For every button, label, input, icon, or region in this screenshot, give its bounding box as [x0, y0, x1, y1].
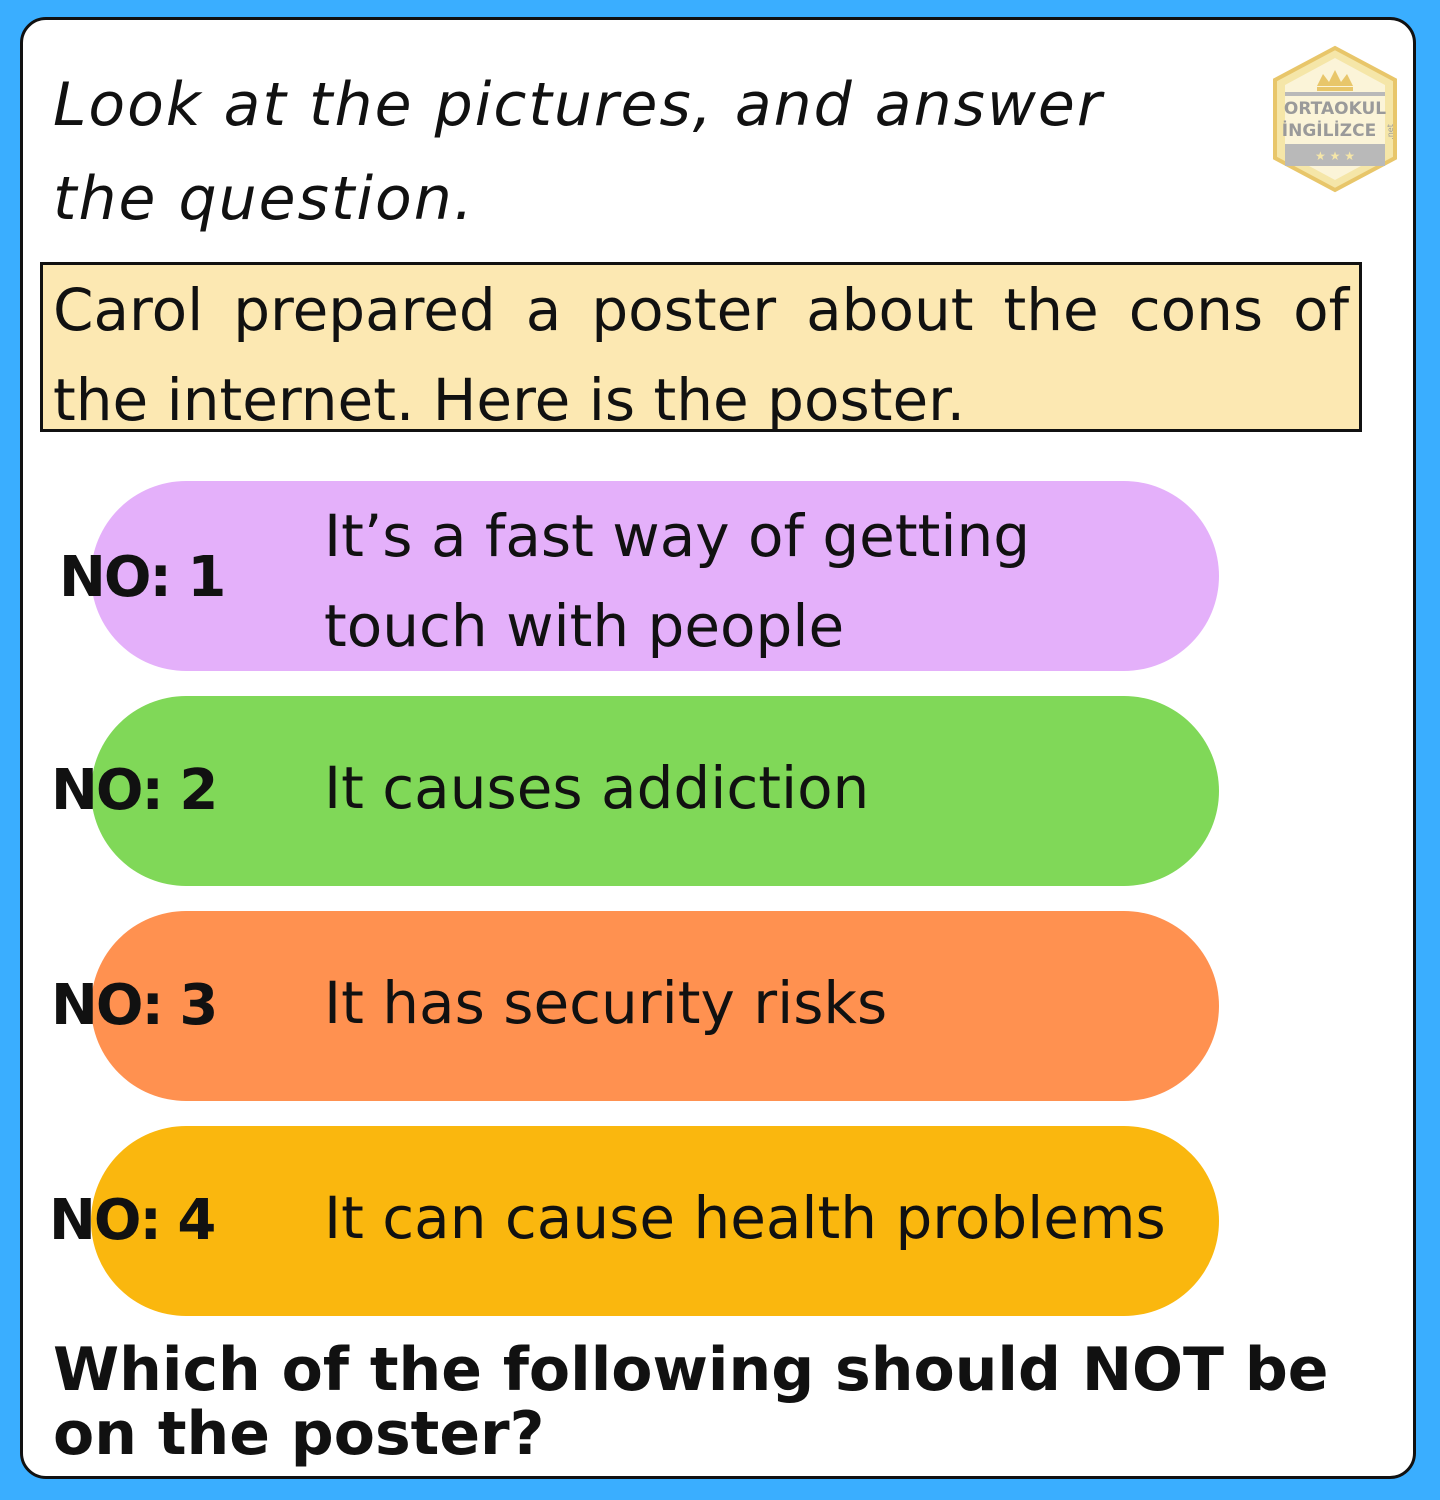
- option-3[interactable]: NO: 3 It has security risks: [51, 911, 1219, 1101]
- option-3-label: NO: 3: [51, 973, 218, 1038]
- option-1-text: It’s a fast way of getting touch with pe…: [324, 491, 1030, 671]
- option-2-text: It causes addiction: [324, 754, 870, 822]
- worksheet-card: Look at the pictures, and answer the que…: [20, 17, 1416, 1479]
- option-4-label: NO: 4: [49, 1188, 216, 1253]
- option-1[interactable]: NO: 1 It’s a fast way of getting touch w…: [59, 481, 1219, 671]
- logo-line2: İNGİLİZCE: [1282, 119, 1376, 141]
- option-2-label: NO: 2: [51, 758, 218, 823]
- question-text: Which of the following should NOT be on …: [53, 1335, 1329, 1469]
- context-box: Carol prepared a poster about the cons o…: [40, 262, 1362, 432]
- option-4[interactable]: NO: 4 It can cause health problems: [49, 1126, 1219, 1316]
- option-3-text: It has security risks: [324, 969, 888, 1037]
- logo-line1: ORTAOKUL: [1284, 99, 1386, 119]
- option-1-text-line1: It’s a fast way of getting: [324, 502, 1031, 570]
- ortaokul-ingilizce-logo: ORTAOKUL İNGİLİZCE .net ★ ★ ★: [1273, 45, 1397, 193]
- option-1-text-line2: touch with people: [324, 592, 845, 660]
- option-2[interactable]: NO: 2 It causes addiction: [51, 696, 1219, 886]
- option-4-text: It can cause health problems: [324, 1184, 1166, 1252]
- logo-suffix: .net: [1386, 124, 1395, 140]
- logo-stars-icon: ★ ★ ★: [1315, 149, 1355, 163]
- instruction-text: Look at the pictures, and answer the que…: [53, 70, 1104, 234]
- option-1-label: NO: 1: [59, 545, 226, 610]
